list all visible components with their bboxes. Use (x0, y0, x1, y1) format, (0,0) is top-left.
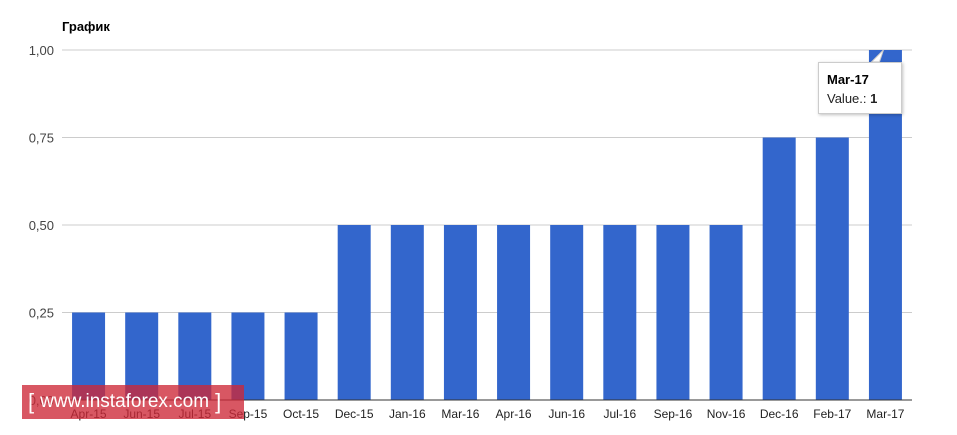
x-tick-label: Oct-15 (283, 407, 319, 421)
watermark-close-bracket: ] (215, 389, 222, 414)
bar[interactable] (603, 225, 637, 400)
tooltip-value-name: Value.: (827, 91, 867, 106)
bar[interactable] (337, 225, 371, 400)
watermark-text: www.instaforex.com (40, 391, 210, 412)
bar[interactable] (443, 225, 477, 400)
bar[interactable] (815, 137, 849, 401)
x-tick-label: Apr-16 (496, 407, 532, 421)
bar[interactable] (550, 225, 584, 400)
tooltip-value: 1 (870, 91, 878, 106)
x-tick-label: Nov-16 (707, 407, 746, 421)
x-tick-label: Feb-17 (813, 407, 851, 421)
y-tick-label: 1,00 (29, 43, 54, 58)
x-tick-label: Dec-15 (335, 407, 374, 421)
y-tick-label: 0,25 (29, 306, 54, 321)
bar[interactable] (497, 225, 531, 400)
y-tick-label: 0,75 (29, 131, 54, 146)
chart-title: График (62, 19, 110, 34)
bar[interactable] (709, 225, 743, 400)
x-tick-label: Dec-16 (760, 407, 799, 421)
x-tick-label: Jul-16 (603, 407, 636, 421)
watermark-banner: [ www.instaforex.com ] (22, 385, 244, 419)
bars (72, 50, 902, 400)
bar[interactable] (284, 312, 318, 401)
data-tooltip: Mar-17 Value.: 1 (818, 62, 902, 114)
bar[interactable] (390, 225, 424, 400)
x-tick-label: Jan-16 (389, 407, 426, 421)
bar[interactable] (762, 137, 796, 401)
tooltip-label: Mar-17 (827, 72, 869, 87)
bar[interactable] (656, 225, 690, 400)
x-tick-label: Sep-16 (654, 407, 693, 421)
x-tick-label: Mar-17 (866, 407, 904, 421)
y-tick-label: 0,50 (29, 218, 54, 233)
x-tick-label: Mar-16 (441, 407, 479, 421)
tooltip-value-line: Value.: 1 (827, 91, 877, 106)
y-axis-labels: 0,000,250,500,751,00 (29, 43, 54, 408)
watermark-open-bracket: [ (28, 389, 35, 414)
x-tick-label: Jun-16 (548, 407, 585, 421)
